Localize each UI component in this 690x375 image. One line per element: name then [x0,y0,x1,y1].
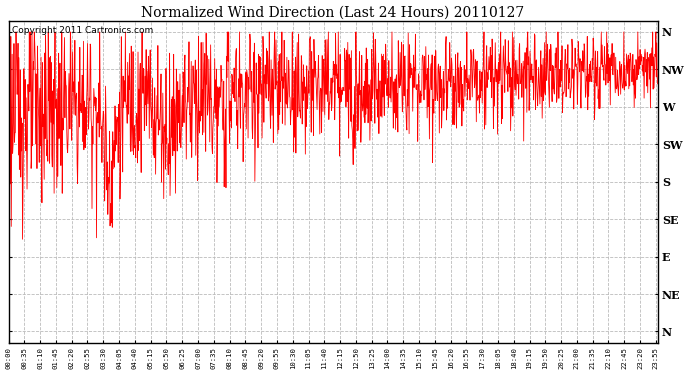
Text: Copyright 2011 Cartronics.com: Copyright 2011 Cartronics.com [12,26,153,34]
Title: Normalized Wind Direction (Last 24 Hours) 20110127: Normalized Wind Direction (Last 24 Hours… [141,6,524,20]
